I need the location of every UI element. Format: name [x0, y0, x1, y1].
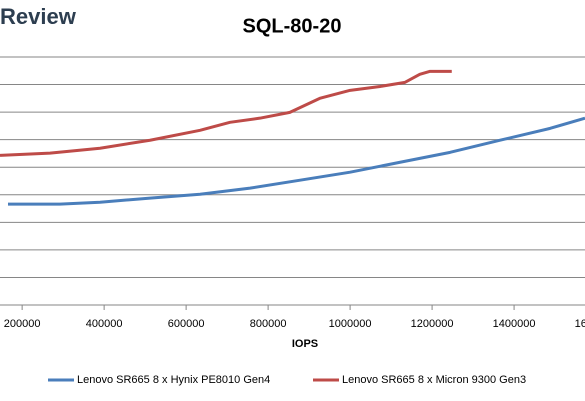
x-tick-label: 400000 — [86, 318, 123, 330]
legend-label: Lenovo SR665 8 x Micron 9300 Gen3 — [342, 374, 526, 386]
series-line — [0, 69, 452, 157]
x-tick-label: 800000 — [250, 318, 287, 330]
x-tick-label: 1600000 — [575, 318, 585, 330]
x-tick-label: 200000 — [4, 318, 41, 330]
series-line — [7, 116, 585, 206]
brand: Review — [0, 4, 77, 29]
chart-title: SQL-80-20 — [243, 15, 342, 37]
x-axis-label: IOPS — [292, 338, 318, 350]
legend-label: Lenovo SR665 8 x Hynix PE8010 Gen4 — [77, 374, 270, 386]
x-tick-label: 1000000 — [329, 318, 372, 330]
x-tick-label: 600000 — [168, 318, 205, 330]
x-tick-label: 1200000 — [411, 318, 454, 330]
x-tick-label: 1400000 — [493, 318, 536, 330]
